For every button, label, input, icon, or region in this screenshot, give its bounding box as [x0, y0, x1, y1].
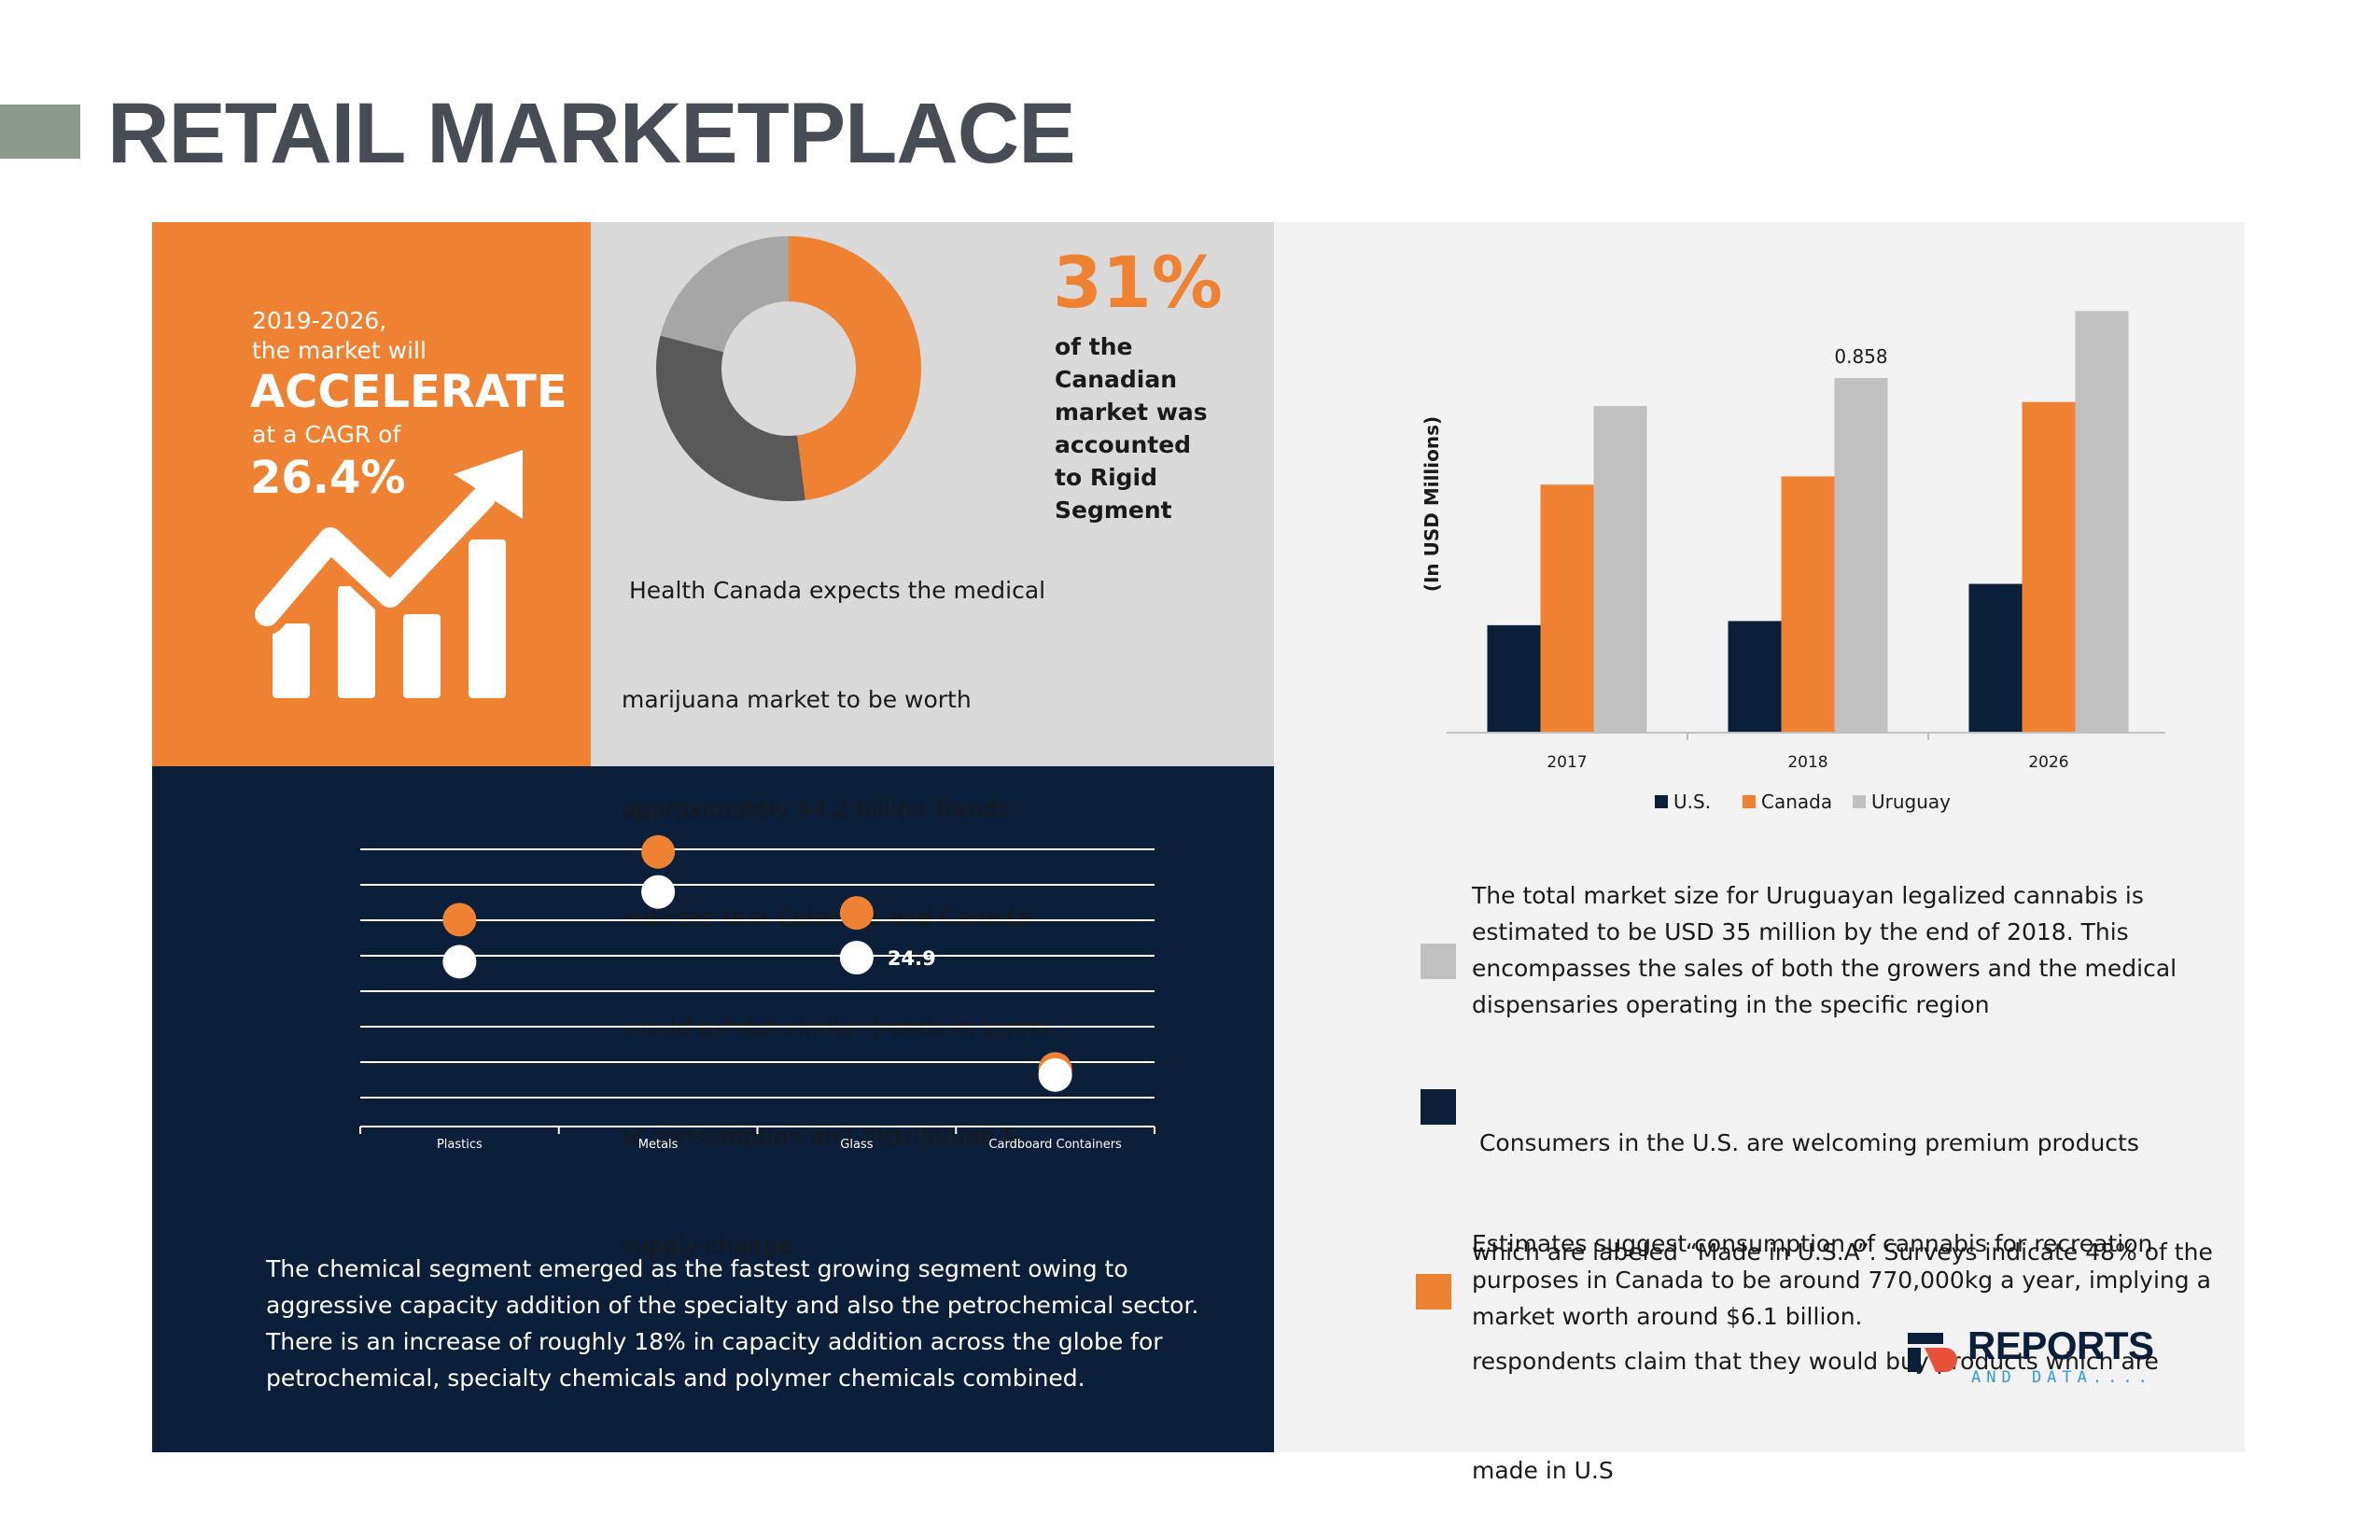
bar-uruguay-2026 [2075, 311, 2129, 733]
note-line: which are labeled “Made in U.S.A”. Surve… [1472, 1239, 2213, 1266]
note-line: Estimates suggest consumption of cannabi… [1472, 1230, 2153, 1257]
rigid-segment-percent: 31% [1053, 241, 1223, 324]
canada-note-marker [1416, 1274, 1451, 1309]
white-dot-plastics [442, 945, 477, 979]
bar-chart-y-axis-label: (In USD Millions) [1421, 416, 1443, 592]
donut-chart [656, 236, 921, 501]
rigid-desc-line: Segment [1055, 497, 1172, 524]
x-tick-label: 2017 [1547, 753, 1587, 772]
canada-note: Estimates suggest consumption of cannabi… [1472, 1225, 2219, 1335]
cagr-market-text: the market will [252, 337, 427, 364]
cagr-value: 26.4% [250, 452, 406, 504]
cagr-label: at a CAGR of [252, 421, 401, 448]
chemical-segment-paragraph: The chemical segment emerged as the fast… [266, 1251, 1218, 1396]
donut-slice-0 [789, 236, 921, 500]
rigid-desc-line: to Rigid [1055, 464, 1158, 491]
bar-canada-2026 [2022, 401, 2076, 733]
note-line: The total market size for Uruguayan lega… [1472, 882, 2144, 909]
rigid-desc-line: accounted [1055, 431, 1192, 458]
note-line: dispensaries operating in the specific r… [1472, 991, 1990, 1018]
note-line: purposes in Canada to be around 770,000k… [1472, 1267, 2211, 1294]
dot-category-label: Cardboard Containers [988, 1138, 1122, 1152]
x-tick-label: 2026 [2028, 753, 2068, 772]
legend-label: Canada [1761, 791, 1832, 813]
dot-category-label: Metals [638, 1138, 679, 1152]
materials-dot-chart: Plastics Metals Glass Cardboard Containers … [359, 834, 1155, 1152]
logo-subtitle: AND DATA.... [1971, 1368, 2153, 1387]
rigid-desc-line: market was [1055, 399, 1208, 426]
legend-swatch [1655, 795, 1668, 808]
note-line: market worth around $6.1 billion. [1472, 1303, 1863, 1330]
paragraph-line: marijuana market to be worth [622, 686, 972, 713]
paragraph-line: approximately $4.2 billion Trends [622, 795, 1010, 822]
legend-swatch [1853, 795, 1866, 808]
x-tick-label: 2018 [1787, 753, 1827, 772]
orange-dot-plastics [442, 903, 477, 937]
rigid-segment-description: of the Canadian market was accounted to … [1055, 330, 1241, 526]
bar-us-2026 [1968, 583, 2023, 733]
bar-uruguay-2018 [1834, 378, 1888, 733]
cagr-headline: ACCELERATE [250, 366, 567, 418]
note-line: respondents claim that they would buy pr… [1472, 1348, 2159, 1375]
paragraph-line: There is an increase of roughly 18% in c… [266, 1328, 1163, 1355]
orange-dot-glass [839, 896, 874, 931]
paragraph-line: The chemical segment emerged as the fast… [266, 1255, 1128, 1282]
note-line: encompasses the sales of both the grower… [1472, 955, 2177, 982]
note-line: estimated to be USD 35 million by the en… [1472, 918, 2129, 945]
orange-dot-metals [641, 834, 676, 869]
donut-slice-1 [656, 335, 805, 501]
page-title: RETAIL MARKETPLACE [107, 86, 1076, 181]
bar-uruguay-2017 [1593, 406, 1647, 733]
bar-us-2018 [1728, 621, 1782, 733]
dot-category-label: Glass [840, 1138, 873, 1152]
bar-canada-2017 [1540, 484, 1594, 733]
bar-data-label: 0.858 [1834, 345, 1887, 368]
rigid-desc-line: of the [1055, 333, 1133, 360]
logo-wordmark: REPORTS [1967, 1323, 2154, 1367]
white-dot-metals [641, 875, 676, 909]
us-note: Consumers in the U.S. are welcoming prem… [1472, 1052, 2219, 1525]
legend-swatch [1743, 795, 1756, 808]
bar-chart: (In USD Millions) 0.858 2017 2018 2026 U.S… [1421, 311, 2165, 813]
paragraph-line: aggressive capacity addition of the spec… [266, 1292, 1199, 1319]
reports-and-data-logo-icon [1908, 1333, 1957, 1372]
bar-canada-2018 [1781, 476, 1835, 733]
materials-panel [152, 766, 1274, 1452]
note-line: made in U.S [1472, 1457, 1614, 1484]
paragraph-line: Health Canada expects the medical [622, 577, 1046, 604]
legend-label: Uruguay [1871, 791, 1951, 813]
uruguay-note: The total market size for Uruguayan lega… [1472, 877, 2219, 1023]
legend-label: U.S. [1673, 791, 1711, 813]
title-accent-block [0, 105, 80, 159]
us-note-marker [1421, 1089, 1456, 1125]
cagr-period-text: 2019-2026, [252, 307, 387, 334]
paragraph-line: petrochemical, specialty chemicals and p… [266, 1365, 1085, 1392]
note-line: Consumers in the U.S. are welcoming prem… [1472, 1129, 2139, 1156]
paragraph-line: supply change [622, 1232, 792, 1259]
donut-slice-2 [660, 236, 789, 353]
rigid-desc-line: Canadian [1055, 366, 1178, 393]
growth-chart-arrow-icon [250, 450, 523, 698]
bar-us-2017 [1487, 624, 1541, 733]
dot-data-label: 24.9 [888, 947, 936, 970]
white-dot-cardboard-containers [1038, 1057, 1072, 1092]
white-dot-glass [839, 941, 874, 975]
uruguay-note-marker [1421, 944, 1456, 979]
dot-category-label: Plastics [437, 1138, 483, 1152]
